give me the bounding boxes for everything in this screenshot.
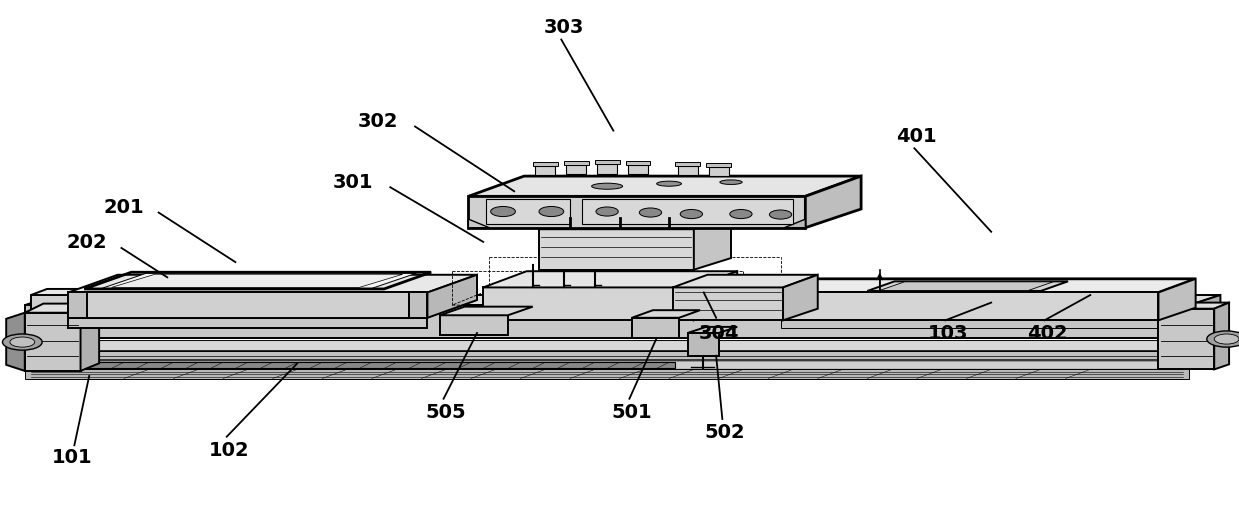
Polygon shape bbox=[68, 293, 87, 318]
Circle shape bbox=[10, 337, 35, 347]
Polygon shape bbox=[880, 282, 1053, 291]
Bar bbox=[566, 166, 586, 175]
Polygon shape bbox=[68, 293, 427, 318]
Polygon shape bbox=[31, 295, 81, 313]
Polygon shape bbox=[81, 363, 675, 369]
Text: 201: 201 bbox=[104, 197, 144, 217]
Polygon shape bbox=[468, 220, 489, 228]
Circle shape bbox=[539, 207, 564, 217]
Bar bbox=[595, 161, 620, 165]
Polygon shape bbox=[112, 275, 403, 288]
Text: 505: 505 bbox=[426, 402, 466, 421]
Polygon shape bbox=[6, 313, 25, 371]
Circle shape bbox=[769, 211, 792, 220]
Polygon shape bbox=[688, 327, 737, 333]
Text: 402: 402 bbox=[1027, 324, 1067, 343]
Polygon shape bbox=[440, 316, 508, 336]
Text: 303: 303 bbox=[544, 18, 584, 37]
Circle shape bbox=[680, 210, 703, 219]
Polygon shape bbox=[805, 177, 861, 228]
Polygon shape bbox=[784, 220, 805, 228]
Polygon shape bbox=[25, 351, 1189, 364]
Polygon shape bbox=[25, 313, 81, 371]
Text: 502: 502 bbox=[705, 422, 745, 441]
Bar bbox=[535, 167, 555, 176]
Circle shape bbox=[596, 208, 618, 217]
Polygon shape bbox=[31, 289, 97, 295]
Text: 102: 102 bbox=[209, 440, 249, 459]
Text: 302: 302 bbox=[358, 112, 398, 131]
Bar bbox=[626, 162, 650, 166]
Polygon shape bbox=[25, 341, 1220, 351]
Circle shape bbox=[1207, 331, 1239, 347]
Text: 304: 304 bbox=[699, 324, 738, 343]
Polygon shape bbox=[25, 370, 1189, 379]
Text: 501: 501 bbox=[612, 402, 652, 421]
Polygon shape bbox=[781, 293, 1158, 321]
Polygon shape bbox=[468, 177, 861, 197]
Text: 101: 101 bbox=[52, 447, 92, 467]
Polygon shape bbox=[694, 272, 737, 321]
Polygon shape bbox=[539, 218, 731, 230]
Polygon shape bbox=[1214, 303, 1229, 370]
Ellipse shape bbox=[720, 181, 742, 185]
Polygon shape bbox=[1158, 279, 1196, 321]
Polygon shape bbox=[68, 300, 477, 318]
Polygon shape bbox=[582, 199, 793, 225]
Bar bbox=[706, 164, 731, 168]
Polygon shape bbox=[688, 333, 719, 356]
Text: 202: 202 bbox=[67, 233, 107, 252]
Polygon shape bbox=[440, 307, 533, 316]
Bar bbox=[564, 162, 589, 166]
Polygon shape bbox=[102, 274, 416, 289]
Polygon shape bbox=[694, 218, 731, 270]
Polygon shape bbox=[781, 292, 1196, 304]
Polygon shape bbox=[427, 275, 477, 318]
Polygon shape bbox=[673, 275, 818, 288]
Polygon shape bbox=[81, 304, 99, 371]
Ellipse shape bbox=[591, 184, 622, 190]
Polygon shape bbox=[68, 318, 427, 328]
Circle shape bbox=[1214, 334, 1239, 344]
Polygon shape bbox=[483, 288, 694, 321]
Polygon shape bbox=[867, 282, 1068, 291]
Text: 103: 103 bbox=[928, 324, 968, 343]
Polygon shape bbox=[483, 272, 737, 288]
Polygon shape bbox=[632, 311, 700, 318]
Bar bbox=[628, 166, 648, 175]
Polygon shape bbox=[1189, 295, 1220, 338]
Circle shape bbox=[730, 210, 752, 219]
Bar bbox=[533, 163, 558, 167]
Polygon shape bbox=[632, 318, 679, 338]
Polygon shape bbox=[1158, 309, 1214, 370]
Polygon shape bbox=[25, 295, 1220, 306]
Polygon shape bbox=[68, 275, 477, 293]
Bar bbox=[678, 167, 698, 176]
Polygon shape bbox=[781, 279, 1196, 293]
Circle shape bbox=[2, 334, 42, 350]
Bar bbox=[597, 165, 617, 174]
Polygon shape bbox=[486, 199, 570, 225]
Polygon shape bbox=[25, 304, 99, 313]
Text: 301: 301 bbox=[333, 172, 373, 191]
Polygon shape bbox=[1158, 303, 1229, 309]
Bar bbox=[675, 163, 700, 167]
Circle shape bbox=[491, 207, 515, 217]
Polygon shape bbox=[673, 288, 783, 321]
Ellipse shape bbox=[657, 182, 681, 187]
Polygon shape bbox=[25, 306, 1189, 338]
Polygon shape bbox=[409, 293, 427, 318]
Polygon shape bbox=[468, 197, 805, 228]
Polygon shape bbox=[783, 275, 818, 321]
Polygon shape bbox=[781, 321, 1158, 328]
Bar bbox=[709, 168, 729, 177]
Text: 401: 401 bbox=[897, 127, 937, 146]
Polygon shape bbox=[25, 361, 1220, 370]
Circle shape bbox=[639, 209, 662, 218]
Polygon shape bbox=[539, 230, 694, 270]
